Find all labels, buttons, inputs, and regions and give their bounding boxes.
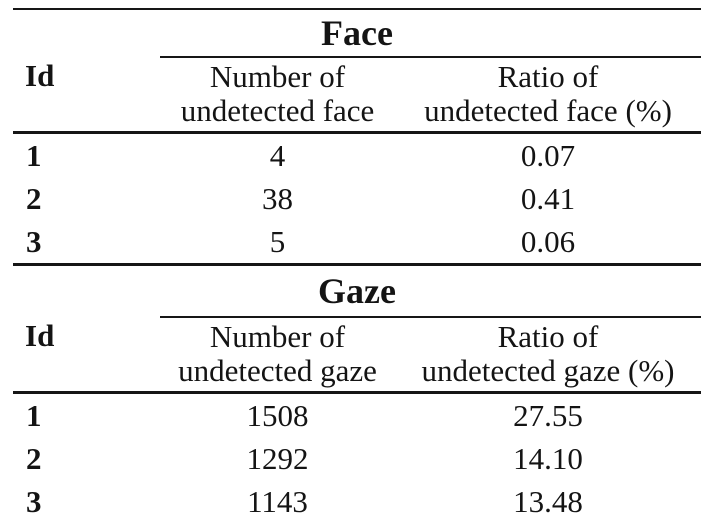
face-row1-id: 1 [26, 138, 42, 173]
gaze-row3-count: 1143 [247, 484, 308, 519]
gaze-count-header: Number of undetected gaze [160, 316, 395, 394]
gaze-row2-ratio: 14.10 [513, 441, 583, 476]
face-count-header-line1: Number of [209, 59, 346, 94]
face-table: Face Id Number of undetected face Ratio … [13, 8, 701, 266]
face-row2-count: 38 [262, 181, 293, 216]
gaze-section-title: Gaze [318, 271, 396, 311]
table-row: 1 1508 27.55 [13, 393, 701, 438]
table-row: 1 4 0.07 [13, 133, 701, 178]
gaze-row2-count: 1292 [246, 441, 309, 476]
face-row3-ratio: 0.06 [395, 220, 701, 266]
table-row: 2 38 0.41 [13, 177, 701, 220]
face-ratio-header-line2: undetected face (%) [424, 93, 672, 128]
face-row3-id: 3 [13, 220, 160, 266]
gaze-id-header: Id [13, 317, 160, 394]
gaze-row3-id: 3 [26, 484, 42, 519]
gaze-row3-ratio: 13.48 [513, 484, 583, 519]
face-id-header: Id [13, 57, 160, 134]
face-header-row: Id Number of undetected face Ratio of un… [13, 56, 701, 134]
face-row2-ratio: 0.41 [520, 181, 576, 216]
gaze-header-row: Id Number of undetected gaze Ratio of un… [13, 316, 702, 394]
face-row1-count: 4 [269, 138, 286, 173]
face-count-header-line2: undetected face [180, 93, 375, 128]
face-title-row: Face [13, 8, 701, 57]
table-row: 3 5 0.06 [13, 220, 701, 266]
gaze-row1-count: 1508 [246, 398, 309, 433]
face-row2-id: 2 [26, 181, 42, 216]
gaze-row1-id: 1 [26, 398, 42, 433]
gaze-count-header-line2: undetected gaze [178, 353, 377, 388]
gaze-row2-id: 2 [26, 441, 42, 476]
face-section-title: Face [13, 8, 701, 57]
face-ratio-header-line1: Ratio of [497, 59, 599, 94]
face-row3-count: 5 [160, 220, 395, 266]
table-row: 3 1143 13.48 [13, 480, 701, 521]
table-row: 2 1292 14.10 [13, 437, 701, 480]
gaze-table: Gaze Id Number of undetected gaze Ratio … [13, 266, 702, 521]
gaze-ratio-header-line1: Ratio of [497, 319, 599, 354]
gaze-count-header-line1: Number of [209, 319, 346, 354]
gaze-row1-ratio: 27.55 [513, 398, 583, 433]
face-ratio-header: Ratio of undetected face (%) [395, 56, 701, 134]
gaze-ratio-header: Ratio of undetected gaze (%) [395, 316, 702, 394]
gaze-ratio-header-line2: undetected gaze (%) [421, 353, 675, 388]
face-row1-ratio: 0.07 [520, 138, 576, 173]
gaze-title-row: Gaze [13, 266, 701, 317]
face-count-header: Number of undetected face [160, 56, 395, 134]
